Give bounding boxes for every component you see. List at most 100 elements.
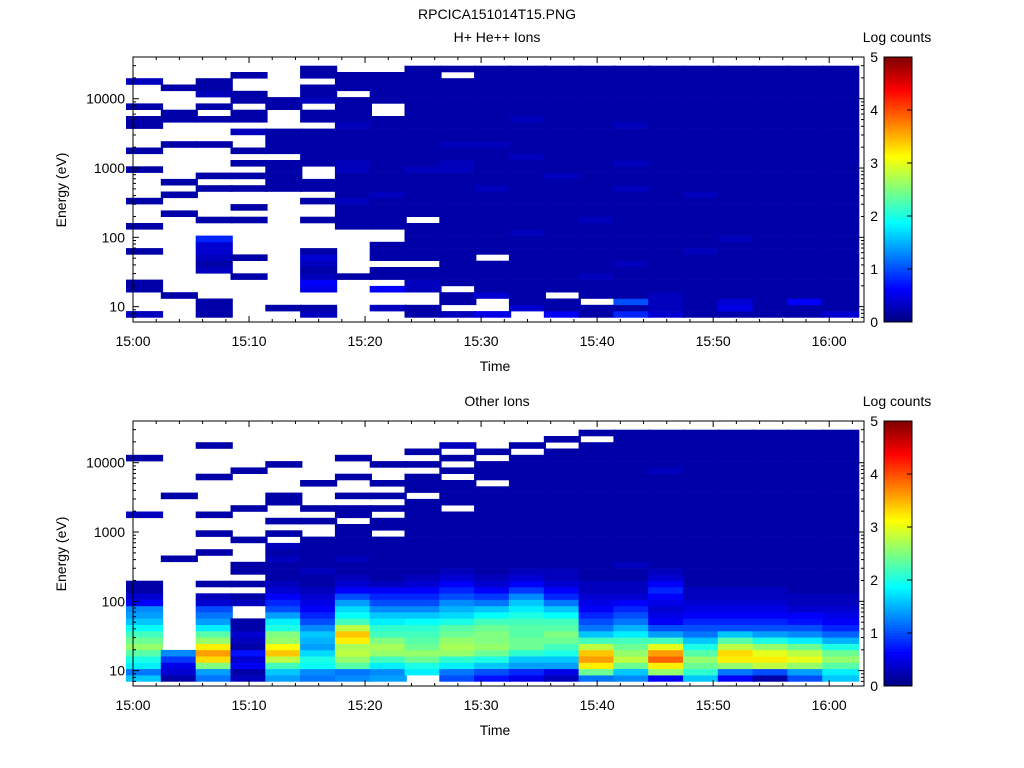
heatmap-cell [578, 197, 616, 205]
heatmap-cell [474, 587, 512, 594]
heatmap-cell [508, 580, 546, 588]
x-axis-label: Time [480, 722, 511, 738]
colorbar-segment [884, 598, 912, 602]
heatmap-cell [300, 128, 338, 136]
heatmap-cell [578, 273, 616, 280]
heatmap-cell [683, 267, 721, 274]
heatmap-cell [369, 160, 407, 167]
heatmap-cell [369, 191, 407, 199]
heatmap-cell [683, 273, 721, 280]
heatmap-cell [752, 109, 790, 117]
heatmap-cell [822, 612, 860, 619]
heatmap-cell [369, 555, 407, 563]
heatmap-cell [543, 492, 581, 500]
heatmap-cell [195, 599, 233, 607]
heatmap-cell [613, 448, 651, 456]
heatmap-cell [822, 448, 860, 456]
heatmap-cell [230, 204, 268, 211]
heatmap-cell [578, 229, 616, 236]
heatmap-cell [334, 210, 372, 217]
heatmap-cell [439, 580, 477, 588]
heatmap-cell [752, 605, 790, 613]
heatmap-cell [752, 178, 790, 186]
colorbar-segment [884, 511, 912, 515]
heatmap-cell [752, 160, 790, 167]
heatmap-cell [160, 668, 198, 676]
heatmap-cell [439, 561, 477, 569]
colorbar-segment [884, 136, 912, 140]
heatmap-cell [717, 103, 755, 110]
colorbar-segment [884, 120, 912, 124]
colorbar-segment [884, 160, 912, 164]
heatmap-cell [648, 178, 686, 186]
heatmap-cell [369, 599, 407, 607]
heatmap-cell [717, 473, 755, 481]
colorbar-segment [884, 110, 912, 114]
heatmap-cell [300, 568, 338, 575]
heatmap-cell [683, 260, 721, 268]
heatmap-cell [508, 122, 546, 129]
heatmap-cell [195, 90, 233, 98]
heatmap-cell [265, 178, 303, 186]
heatmap-cell [717, 279, 755, 287]
heatmap-cell [752, 624, 790, 632]
heatmap-cell [683, 517, 721, 525]
heatmap-cell [474, 505, 512, 512]
colorbar-segment [884, 421, 912, 425]
heatmap-cell [265, 675, 303, 682]
heatmap-cell [195, 549, 233, 556]
colorbar-segment [884, 667, 912, 671]
heatmap-cell [543, 166, 581, 173]
heatmap-cell [439, 122, 477, 129]
heatmap-cell [683, 223, 721, 230]
heatmap-cell [717, 580, 755, 588]
heatmap-cell [787, 511, 825, 519]
heatmap-cell [474, 599, 512, 607]
heatmap-cell [822, 467, 860, 474]
heatmap-cell [474, 147, 512, 155]
heatmap-cell [508, 473, 546, 481]
heatmap-cell [648, 298, 686, 306]
heatmap-cell [543, 599, 581, 607]
heatmap-cell [787, 605, 825, 613]
heatmap-cell [334, 675, 372, 682]
heatmap-cell [543, 555, 581, 563]
heatmap-cell [683, 605, 721, 613]
heatmap-cell [230, 580, 268, 588]
heatmap-cell [404, 612, 442, 619]
colorbar-segment [884, 229, 912, 233]
heatmap-cell [369, 649, 407, 657]
colorbar-segment [884, 242, 912, 246]
heatmap-cell [265, 517, 303, 525]
colorbar-segment [884, 80, 912, 84]
heatmap-cell [648, 191, 686, 199]
heatmap-cell [404, 498, 442, 506]
heatmap-cell [230, 467, 268, 474]
heatmap-cell [195, 116, 233, 123]
colorbar-segment [884, 112, 912, 116]
heatmap-cell [787, 254, 825, 261]
heatmap-cell [543, 436, 581, 443]
heatmap-cell [683, 542, 721, 550]
heatmap-cell [648, 511, 686, 519]
heatmap-cell [265, 612, 303, 619]
heatmap-cell [543, 241, 581, 249]
heatmap-cell [648, 631, 686, 638]
heatmap-cell [543, 97, 581, 104]
heatmap-cell [439, 649, 477, 657]
colorbar-segment [884, 155, 912, 159]
colorbar-segment [884, 218, 912, 222]
heatmap-cell [508, 511, 546, 519]
heatmap-cell [508, 668, 546, 676]
colorbar-segment [884, 284, 912, 288]
heatmap-cell [752, 116, 790, 123]
heatmap-cell [230, 90, 268, 98]
heatmap-cell [508, 549, 546, 556]
heatmap-cell [578, 618, 616, 625]
heatmap-cell [334, 153, 372, 161]
heatmap-cell [543, 473, 581, 481]
x-tick-label: 16:00 [812, 333, 847, 349]
heatmap-cell [648, 279, 686, 287]
heatmap-cell [787, 210, 825, 217]
heatmap-cell [613, 561, 651, 569]
